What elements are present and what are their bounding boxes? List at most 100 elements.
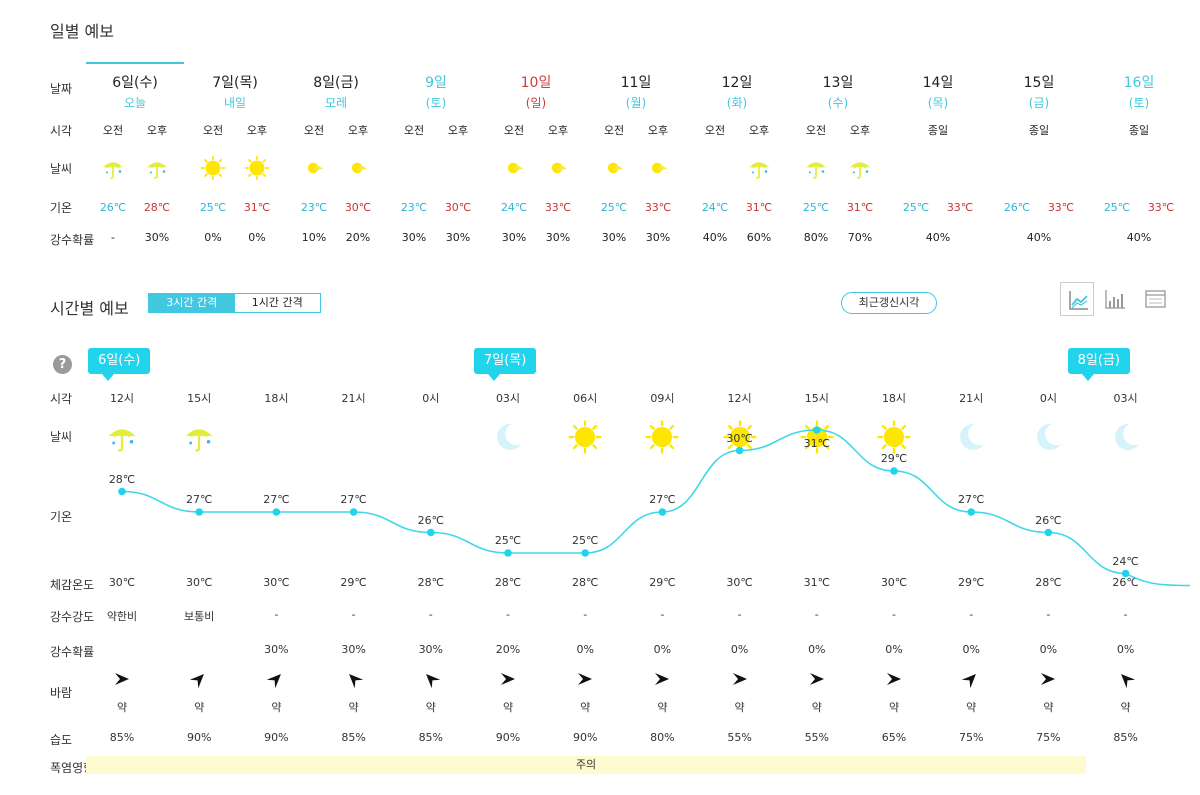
hour-temp-label: 27℃ [958,493,985,506]
today-indicator [86,62,184,64]
half-day-time: 오후 [849,124,871,137]
weather-icon-cell [589,154,639,185]
precip-intensity-value: - [1123,608,1128,621]
half-day-time: 오전 [102,124,124,137]
recent-update-button[interactable]: 최근갱신시각 [841,292,937,314]
precip-value: 70% [847,231,873,244]
temp-row-label: 기온 [50,201,73,215]
wind-arrow-icon [501,673,515,685]
max-temp: 31℃ [846,201,874,214]
hour-time: 06시 [573,392,598,405]
hour-temp-label: 27℃ [186,493,213,506]
heat-impact-bar: 주의 [86,756,1086,774]
weather-icon-cell [188,154,238,185]
date-row-label: 날짜 [50,82,73,96]
precip-row-label: 강수확률 [50,233,95,247]
precip-value: 40% [702,231,728,244]
hour-time: 0시 [422,392,440,405]
precip-intensity-value: - [274,608,279,621]
hourly-precip-label: 강수확률 [50,645,95,659]
min-temp: 23℃ [300,201,328,214]
umbrella-icon [849,162,871,179]
daily-forecast-title: 일별 예보 [50,22,114,41]
day-sublabel: (토) [1128,96,1150,110]
hour-precip-value: 30% [341,643,366,656]
max-temp: 30℃ [444,201,472,214]
half-day-time: 오후 [547,124,569,137]
hour-precip-value: 0% [730,643,749,656]
wind-arrow-cell [164,670,234,691]
half-day-time: 오후 [647,124,669,137]
wind-arrow-icon [1120,674,1135,689]
hour-temp-label: 27℃ [263,493,290,506]
hourly-humidity-label: 습도 [50,733,73,747]
day-sublabel: 오늘 [123,96,147,110]
hour-temp-label: 25℃ [494,534,522,547]
weather-icon-cell [791,154,841,185]
hour-time: 18시 [881,392,907,405]
moon-icon [497,423,522,450]
precip-value: 30% [601,231,627,244]
precip-value: 60% [746,231,772,244]
wind-strength: 약 [425,701,436,714]
humidity-value: 85% [109,731,135,744]
humidity-value: 85% [341,731,366,744]
help-icon[interactable]: ? [53,355,72,374]
max-temp: 33℃ [1147,201,1175,214]
hour-time: 09시 [650,392,675,405]
day-label: 12일 [721,75,753,91]
partly-sunny-icon [651,162,667,174]
feels-like-value: 30℃ [726,576,753,589]
precip-intensity-value: - [583,608,588,621]
wind-strength: 약 [194,701,205,714]
interval-1h-button[interactable]: 1시간 간격 [251,296,303,309]
wind-arrow-cell [936,670,1006,691]
humidity-value: 85% [1113,731,1138,744]
weather-icon-cell [734,154,784,185]
precip-value: 20% [345,231,371,244]
max-temp: 33℃ [946,201,974,214]
precip-value: 40% [925,231,951,244]
day-sublabel: 모레 [324,96,348,110]
hourly-weather-label: 날씨 [50,430,73,444]
half-day-time: 오후 [246,124,268,137]
hourly-heat-label: 폭염영향 [50,761,95,775]
partly-sunny-icon [507,162,523,174]
min-temp: 25℃ [199,201,227,214]
hour-precip-value: 0% [1039,643,1058,656]
wind-arrow-cell [627,670,697,691]
wind-strength: 약 [888,701,900,714]
day-sublabel: (수) [827,96,849,110]
temperature-point [1044,528,1053,537]
humidity-value: 65% [881,731,907,744]
precip-intensity-value: - [969,608,974,621]
bar-chart-view-button[interactable] [1098,282,1132,316]
half-day-time: 오전 [403,124,425,137]
allday-label: 종일 [1028,124,1050,137]
precip-intensity-value: - [660,608,665,621]
hour-temp-label: 31℃ [803,437,830,450]
hour-temp-label: 30℃ [726,431,753,445]
table-view-button[interactable] [1138,282,1172,316]
partly-sunny-icon [307,162,323,174]
line-chart-view-button[interactable] [1060,282,1094,316]
interval-3h-button[interactable]: 3시간 간격 [149,294,235,312]
day-label: 7일(목) [212,75,258,91]
hour-time: 03시 [495,392,521,405]
half-day-time: 오전 [704,124,726,137]
date-tag: 8일(금) [1067,348,1130,381]
wind-arrow-icon [732,673,747,685]
wind-strength: 약 [271,701,282,714]
wind-strength: 약 [502,701,514,714]
hour-temp-label: 26℃ [1035,513,1062,527]
feels-like-value: 28℃ [494,576,522,589]
umbrella-icon [102,162,124,179]
hour-precip-value: 0% [962,643,980,656]
umbrella-icon [748,162,770,179]
hourly-feels-label: 체감온도 [50,578,95,592]
temperature-point [272,508,281,516]
humidity-value: 90% [186,731,212,744]
day-label: 14일 [922,75,954,91]
date-tag: 7일(목) [474,348,537,381]
day-label: 6일(수) [112,75,158,91]
